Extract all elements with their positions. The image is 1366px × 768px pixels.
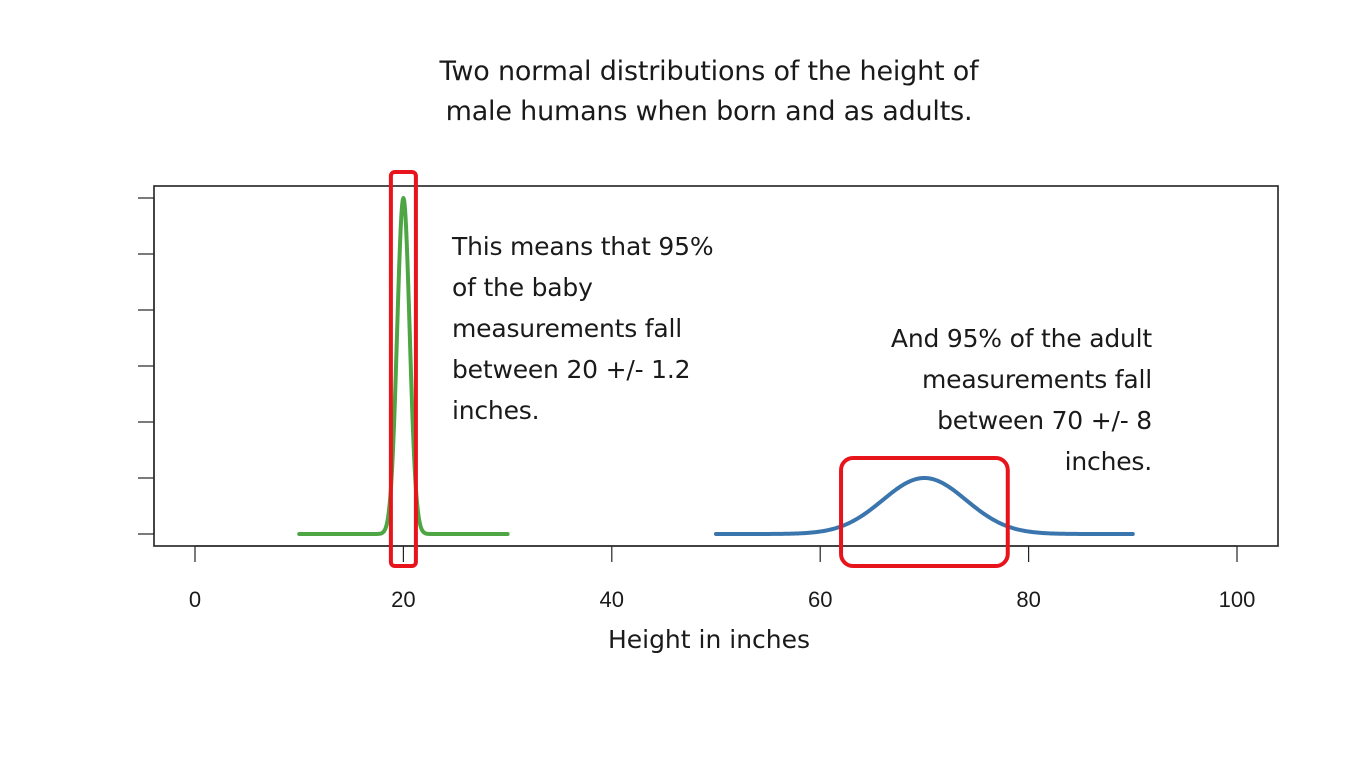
baby-height-curve [297,196,510,536]
y-axis [138,197,155,535]
baby-95-percent-box [388,170,418,568]
baby-annotation: This means that 95% of the baby measurem… [452,226,714,431]
x-tick-label: 100 [1219,587,1256,612]
x-axis-title: Height in inches [608,625,810,654]
adult-annotation-line: inches. [1064,447,1153,476]
x-tick-label: 40 [600,587,624,612]
adult-annotation-line: And 95% of the adult [890,324,1152,353]
baby-annotation-line: measurements fall [452,314,682,343]
x-tick-label: 0 [189,587,201,612]
series-group [297,196,1135,536]
adult-height-curve [714,476,1135,536]
baby-annotation-line: between 20 +/- 1.2 [452,355,691,384]
adult-annotation: And 95% of the adult measurements fall b… [891,318,1152,482]
adult-95-percent-box [839,456,1010,568]
adult-annotation-line: between 70 +/- 8 [937,406,1152,435]
x-tick-label: 80 [1016,587,1040,612]
title-line-1: Two normal distributions of the height o… [439,56,979,87]
title-line-2: male humans when born and as adults. [445,96,973,127]
x-axis: 0 20 40 60 80 100 [189,545,1256,612]
adult-annotation-line: measurements fall [922,365,1152,394]
x-tick-label: 20 [391,587,415,612]
baby-annotation-line: This means that 95% [452,232,714,261]
highlight-box-group [388,170,1010,568]
baby-annotation-line: of the baby [452,273,593,302]
baby-annotation-line: inches. [452,396,540,425]
x-tick-label: 60 [808,587,832,612]
chart-title: Two normal distributions of the height o… [0,52,1366,132]
